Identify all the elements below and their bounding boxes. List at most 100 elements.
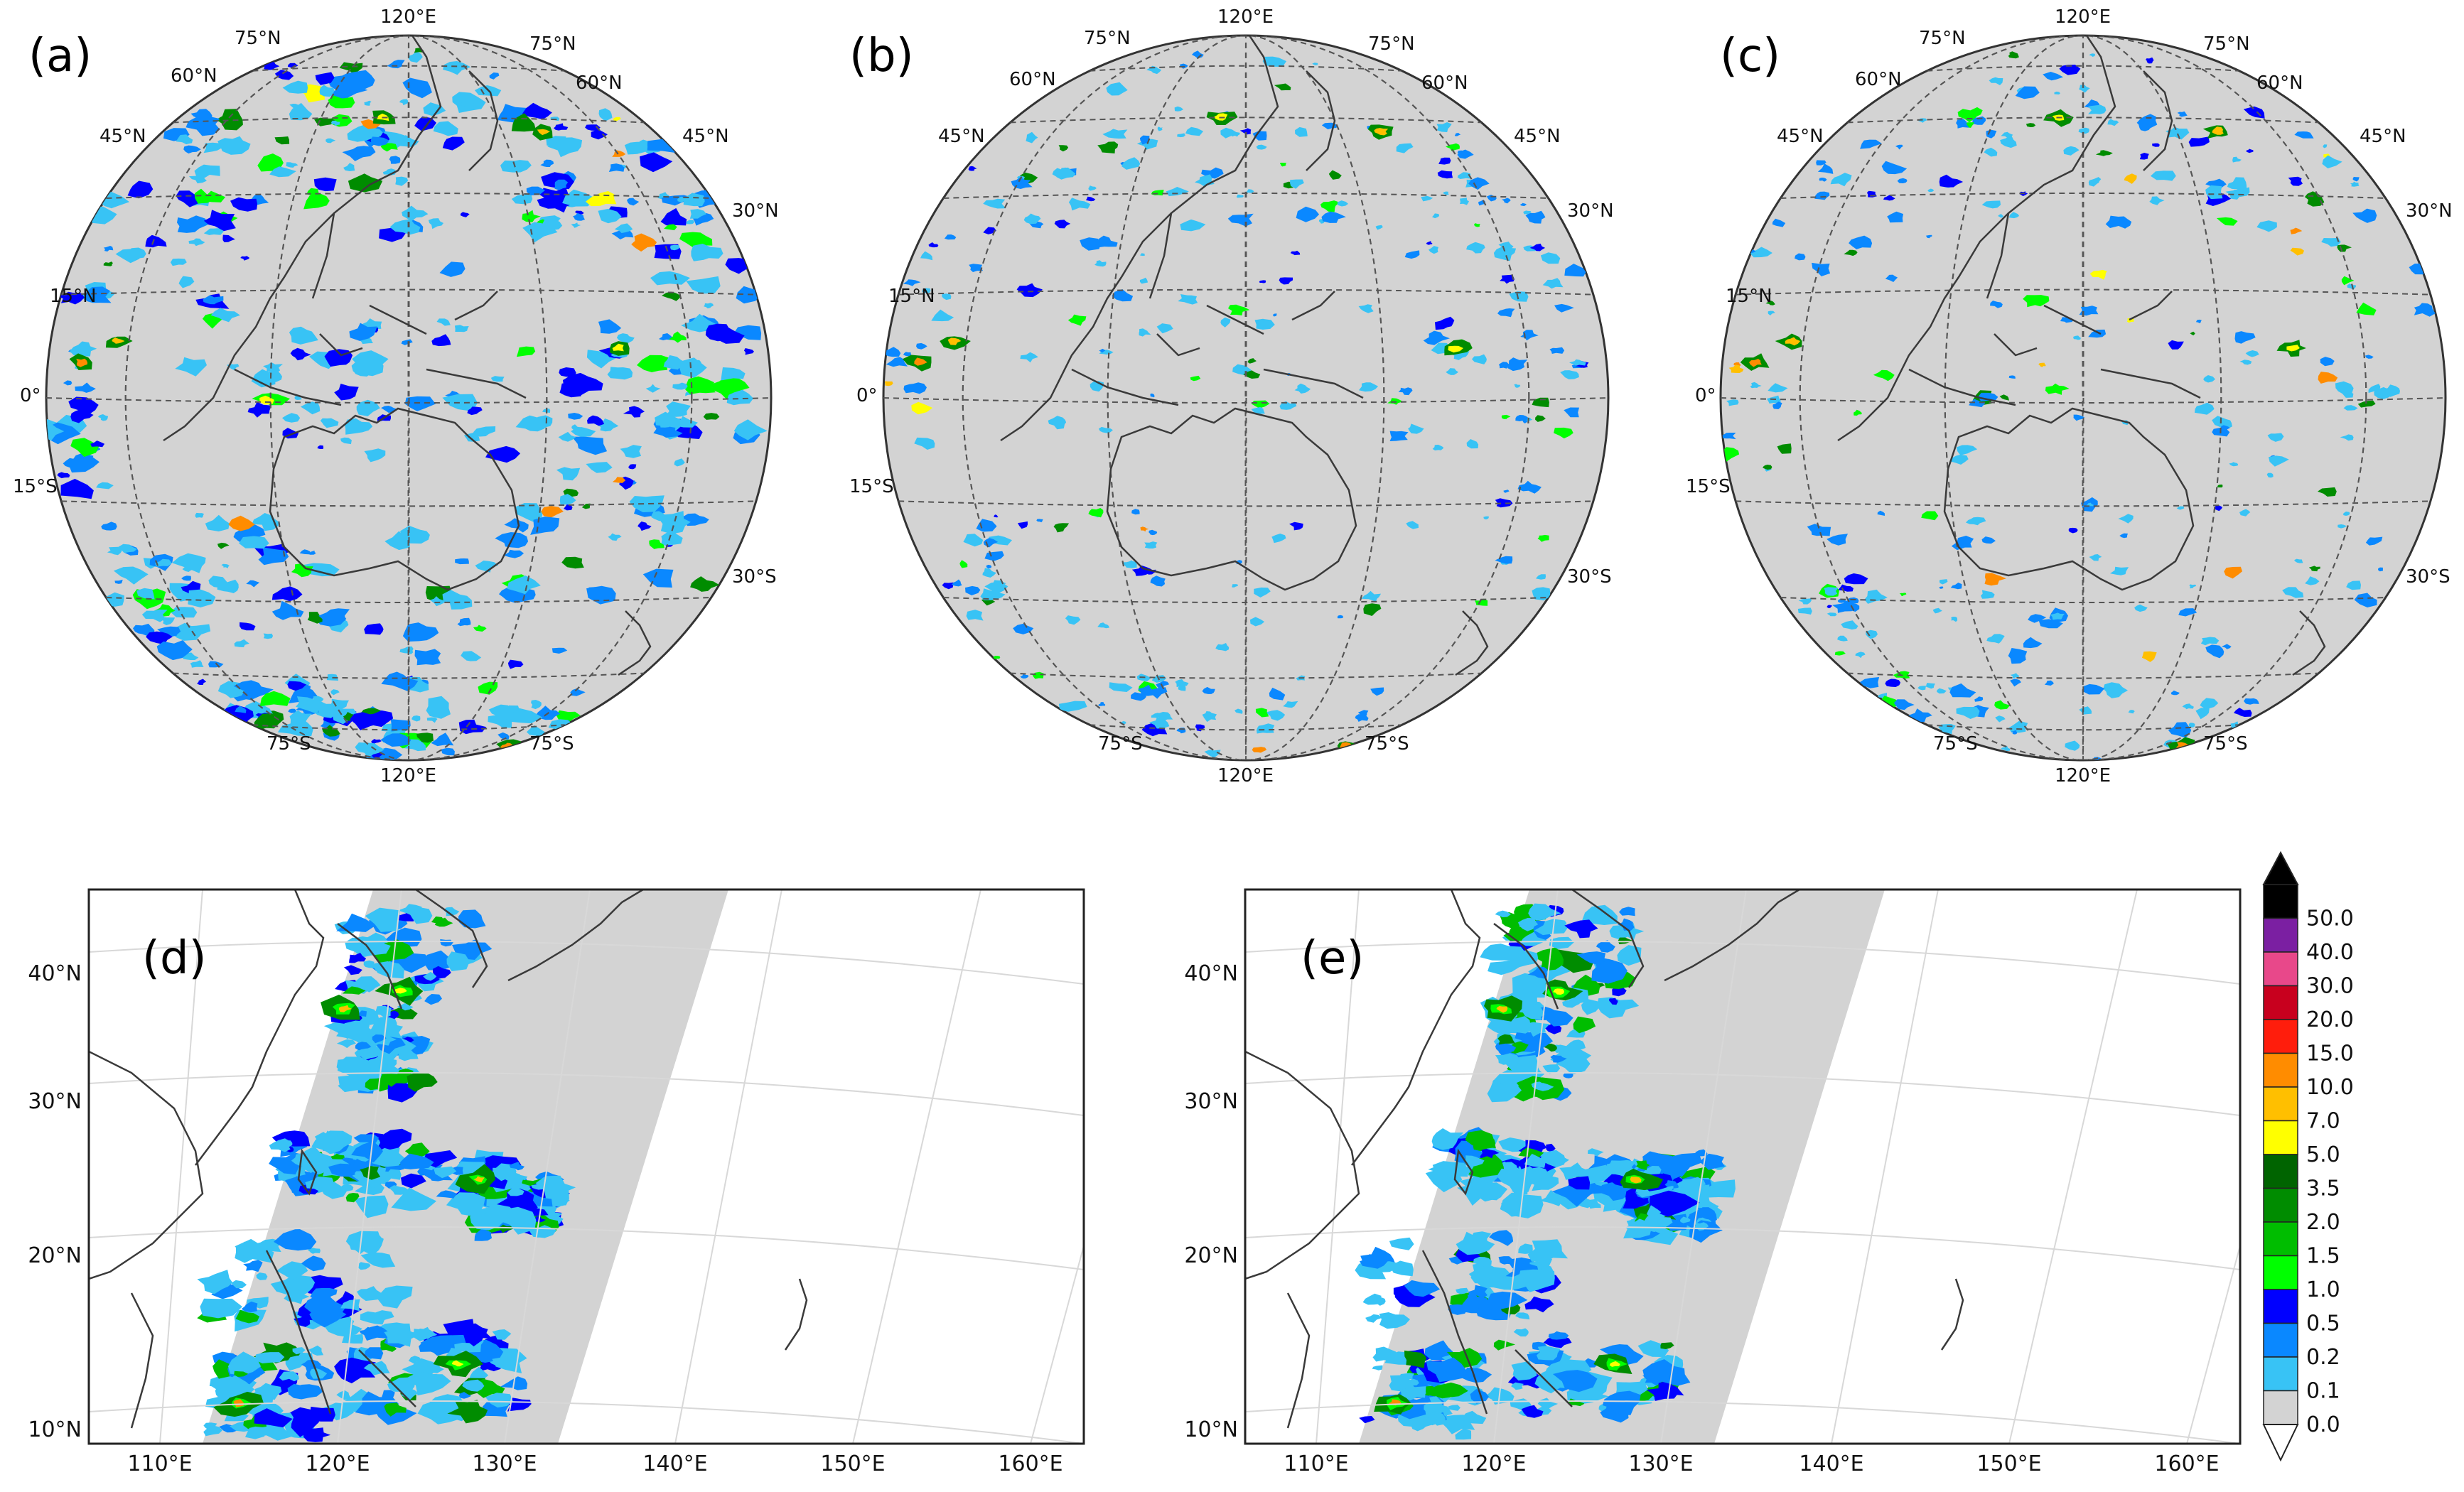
precip-cell: [1180, 219, 1206, 232]
precip-cell: [1927, 188, 1935, 193]
precip-cell: [1493, 1339, 1516, 1351]
precip-cell: [399, 646, 414, 654]
colorbar-tick-label: 15.0: [2306, 1042, 2354, 1066]
precip-cell: [339, 70, 375, 90]
precip-cell: [330, 80, 368, 99]
precip-cell: [1228, 304, 1250, 315]
precip-cell: [1777, 443, 1792, 454]
precip-cell: [1020, 352, 1038, 363]
precip-cell: [1658, 1380, 1684, 1397]
globe-lat-labels-c: 75°N 60°N 45°N 15°N 0° 15°S 75°S 75°N 60…: [1686, 6, 2453, 786]
precip-cell: [2073, 335, 2081, 340]
precip-cell: [1877, 510, 1885, 516]
lat-label: 45°N: [99, 126, 146, 147]
precip-cell: [1363, 603, 1382, 616]
colorbar-segment: [2263, 985, 2298, 1020]
precip-cell: [1554, 427, 1573, 439]
precip-cell: [384, 531, 411, 551]
precip-cell: [380, 1074, 406, 1087]
precip-cell: [2119, 533, 2128, 539]
lat-label: 30°S: [2406, 566, 2450, 588]
precip-cell: [178, 276, 195, 288]
precip-cell: [903, 279, 921, 286]
precip-cell: [282, 413, 301, 423]
lat-label: 15°N: [888, 286, 935, 307]
precip-cell: [157, 626, 181, 637]
longitude-line: [674, 890, 782, 1444]
precip-cell: [1432, 444, 1444, 450]
precip-cell: [1588, 1199, 1601, 1209]
precip-cell: [2288, 176, 2303, 186]
panel-label-e: (e): [1301, 932, 1364, 985]
precip-cell: [903, 352, 912, 357]
precip-cell: [307, 612, 323, 624]
precip-cell: [1957, 107, 1983, 123]
precip-cell: [903, 382, 927, 394]
coastline: [1245, 1050, 1360, 1280]
precip-cell: [294, 394, 302, 400]
precip-cell: [2354, 593, 2377, 607]
precip-cell: [1178, 294, 1198, 305]
precip-cell: [365, 1079, 387, 1091]
globe-coastlines-a: [163, 36, 652, 676]
precip-cell: [1513, 1328, 1529, 1337]
colorbar-segment: [2263, 1221, 2298, 1257]
precip-cell: [221, 563, 230, 568]
precip-cell: [2138, 123, 2151, 131]
colorbar-tick-label: 5.0: [2306, 1142, 2340, 1167]
precip-cell: [1487, 1018, 1513, 1034]
precip-cell: [1597, 997, 1640, 1019]
regional-gridlines-d: [89, 890, 1084, 1444]
precip-cell: [664, 224, 677, 231]
precip-cell: [1990, 301, 2003, 308]
precip-cell: [1522, 419, 1528, 423]
precip-cell: [499, 1224, 514, 1233]
precip-cell: [658, 333, 673, 340]
precip-cell: [389, 1185, 409, 1195]
precip-cell: [931, 309, 954, 322]
new-zealand-coastline: [618, 610, 652, 676]
precip-cell: [231, 1280, 247, 1289]
precip-cell: [389, 219, 421, 235]
precip-cell: [1484, 1291, 1528, 1311]
precip-cell: [993, 656, 1001, 659]
lon-tick-label: 130°E: [1628, 1452, 1693, 1476]
precip-cell: [2023, 637, 2043, 649]
precip-cell: [1470, 1389, 1489, 1404]
precip-cell: [980, 588, 1006, 600]
precip-cell: [684, 358, 701, 368]
precip-cell: [1499, 362, 1511, 369]
precip-cell: [1424, 1340, 1456, 1361]
colorbar-segment: [2263, 1086, 2298, 1122]
precip-cell: [463, 1323, 492, 1343]
precip-cell: [1144, 541, 1158, 549]
panel-label-b: (b): [849, 30, 914, 82]
longitude-line: [1799, 36, 2367, 760]
colorbar-segment: [2263, 1289, 2298, 1324]
precip-cell: [2000, 135, 2017, 148]
precip-cell: [1984, 147, 1998, 157]
precip-cell: [473, 625, 487, 632]
precip-cell: [1094, 260, 1107, 267]
precip-cell: [1949, 454, 1969, 465]
precip-cell: [1456, 1231, 1495, 1255]
precip-cell: [1527, 967, 1549, 979]
precip-cell: [1121, 560, 1137, 568]
lat-label: 75°S: [529, 733, 574, 755]
precip-cell: [190, 660, 204, 668]
precip-cell: [1873, 369, 1895, 382]
precip-cell: [124, 247, 146, 260]
precip-cell: [1524, 1296, 1554, 1313]
precip-cell: [2318, 372, 2338, 384]
precip-core: [1448, 345, 1463, 353]
precip-cell: [669, 331, 687, 343]
precip-cell: [462, 1379, 485, 1392]
precip-cell: [1549, 347, 1565, 354]
precip-cell: [330, 689, 340, 696]
precip-cell: [623, 406, 645, 418]
precip-cell: [400, 1371, 451, 1396]
precip-cell: [963, 534, 984, 547]
precip-cell: [691, 244, 723, 261]
precip-cell: [1531, 947, 1564, 971]
precip-cell: [1981, 590, 1995, 599]
